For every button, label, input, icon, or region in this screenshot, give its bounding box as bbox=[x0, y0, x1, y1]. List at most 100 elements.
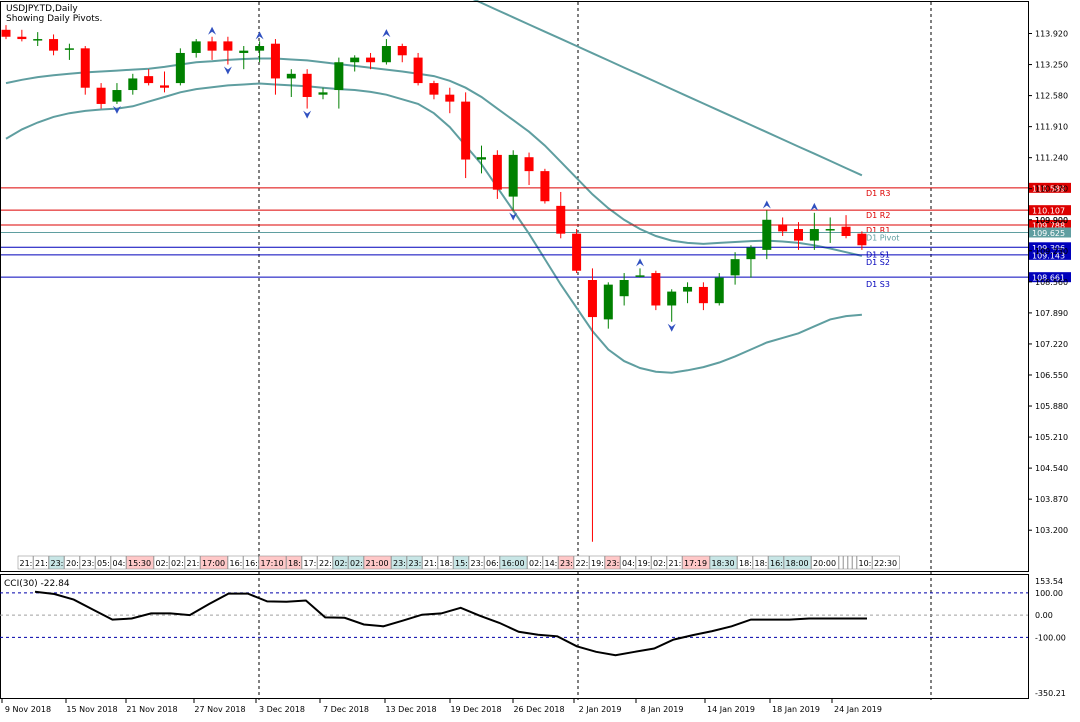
session-time-cell bbox=[709, 555, 738, 570]
session-time-cell bbox=[33, 555, 49, 570]
fractal-up-icon bbox=[636, 258, 644, 267]
price-axis-label: 110.570 bbox=[1035, 185, 1068, 194]
session-time-label: 05: bbox=[97, 559, 110, 568]
candle-body bbox=[603, 284, 613, 320]
session-time-cell bbox=[17, 555, 34, 570]
session-time-label: 23: bbox=[607, 559, 620, 568]
session-time-cell bbox=[437, 555, 454, 570]
candle-body bbox=[1, 29, 11, 37]
candle-body bbox=[270, 43, 280, 79]
session-time-cell bbox=[589, 555, 605, 570]
session-time-label: 02: bbox=[653, 559, 666, 568]
pivot-price-text-d1-r3: 110.589 bbox=[1032, 184, 1065, 193]
session-time-cell bbox=[332, 555, 349, 570]
fractal-down-icon bbox=[509, 212, 518, 221]
fractal-up-icon bbox=[382, 29, 391, 38]
session-time-label: 02: bbox=[171, 559, 184, 568]
session-time-label: 22: bbox=[576, 559, 589, 568]
candle-body bbox=[144, 76, 154, 84]
chart-symbol-label: USDJPY.TD,Daily bbox=[6, 4, 78, 14]
fractal-down-icon bbox=[112, 105, 121, 114]
session-time-cell bbox=[110, 555, 127, 570]
x-axis-date-label: 15 Nov 2018 bbox=[66, 705, 117, 714]
session-time-label: 17:00 bbox=[202, 559, 225, 568]
pivot-price-text-d1-s3: 108.661 bbox=[1032, 274, 1065, 283]
cci-axis-label: 0.00 bbox=[1035, 611, 1053, 620]
price-axis-label: 107.890 bbox=[1035, 309, 1068, 318]
bollinger-middle-band bbox=[5, 57, 863, 257]
session-time-cell bbox=[64, 555, 80, 570]
pivot-price-tag-d1-s1 bbox=[1029, 242, 1071, 253]
session-time-label: 22:30 bbox=[874, 559, 897, 568]
session-time-label: 21: bbox=[20, 559, 33, 568]
x-axis-date-label: 24 Jan 2019 bbox=[834, 705, 882, 714]
session-time-cell bbox=[286, 555, 302, 570]
session-time-label: 18:30 bbox=[712, 559, 735, 568]
candle-body bbox=[477, 157, 486, 160]
fractal-down-icon bbox=[223, 66, 232, 75]
pivot-price-tag-d1-r1 bbox=[1029, 219, 1071, 230]
candle-body bbox=[207, 41, 217, 51]
session-time-label: 02: bbox=[350, 559, 363, 568]
fractal-down-icon bbox=[303, 110, 312, 119]
candle-body bbox=[429, 83, 439, 95]
candle-body bbox=[809, 229, 819, 241]
price-axis-label: 107.220 bbox=[1035, 340, 1068, 349]
candle-body bbox=[587, 280, 597, 318]
cci-axis-label: 153.54 bbox=[1035, 577, 1063, 586]
candle-body bbox=[778, 224, 788, 232]
x-axis-date-label: 2 Jan 2019 bbox=[579, 705, 622, 714]
session-time-label: 21: bbox=[669, 559, 682, 568]
session-time-cell bbox=[682, 555, 710, 570]
pivot-price-tag-d1-s2 bbox=[1029, 249, 1071, 260]
candle-body bbox=[730, 259, 740, 276]
session-time-label: 23: bbox=[409, 559, 422, 568]
fractal-down-icon bbox=[667, 323, 676, 332]
candle-body bbox=[302, 73, 312, 97]
x-axis-date-label: 8 Jan 2019 bbox=[641, 705, 684, 714]
session-time-cell bbox=[126, 555, 154, 570]
candle-body bbox=[635, 275, 645, 277]
price-axis-label: 103.870 bbox=[1035, 495, 1068, 504]
session-time-label: 18: bbox=[755, 559, 768, 568]
session-time-label: 23: bbox=[560, 559, 573, 568]
session-time-label: 19: bbox=[638, 559, 651, 568]
candle-body bbox=[746, 247, 756, 260]
price-axis-label: 109.900 bbox=[1035, 216, 1068, 225]
session-time-cell bbox=[783, 555, 812, 570]
x-axis-date-label: 9 Nov 2018 bbox=[5, 705, 51, 714]
session-time-label: 23: bbox=[393, 559, 406, 568]
session-time-label: 15: bbox=[455, 559, 468, 568]
candle-body bbox=[841, 226, 851, 236]
session-time-cell bbox=[573, 555, 590, 570]
candle-body bbox=[714, 277, 724, 304]
candle-body bbox=[33, 39, 43, 41]
session-time-cell bbox=[363, 555, 392, 570]
price-axis-label: 105.880 bbox=[1035, 402, 1068, 411]
candle-body bbox=[286, 73, 296, 79]
candle-body bbox=[223, 41, 233, 51]
candle-body bbox=[255, 46, 265, 51]
session-time-cell bbox=[317, 555, 333, 570]
session-time-cell bbox=[811, 555, 839, 570]
bollinger-lower-band bbox=[5, 82, 862, 374]
pivot-label-d1-pivot: D1 Pivot bbox=[866, 234, 899, 243]
cci-axis-label: -350.21 bbox=[1035, 689, 1066, 698]
session-time-label: 02: bbox=[156, 559, 169, 568]
candle-body bbox=[318, 92, 328, 95]
session-time-cell bbox=[169, 555, 185, 570]
x-axis-date-label: 13 Dec 2018 bbox=[385, 705, 436, 714]
session-time-label: 20:00 bbox=[813, 559, 836, 568]
pivot-price-text-d1-s1: 109.306 bbox=[1032, 244, 1065, 253]
session-time-cell bbox=[184, 555, 201, 570]
session-time-cell bbox=[499, 555, 528, 570]
session-time-cell bbox=[301, 555, 318, 570]
x-axis-date-label: 7 Dec 2018 bbox=[323, 705, 369, 714]
session-time-cell bbox=[348, 555, 364, 570]
session-time-label: 23: bbox=[471, 559, 484, 568]
candle-body bbox=[334, 62, 344, 91]
session-time-cell bbox=[768, 555, 784, 570]
session-time-label: 16: bbox=[770, 559, 783, 568]
